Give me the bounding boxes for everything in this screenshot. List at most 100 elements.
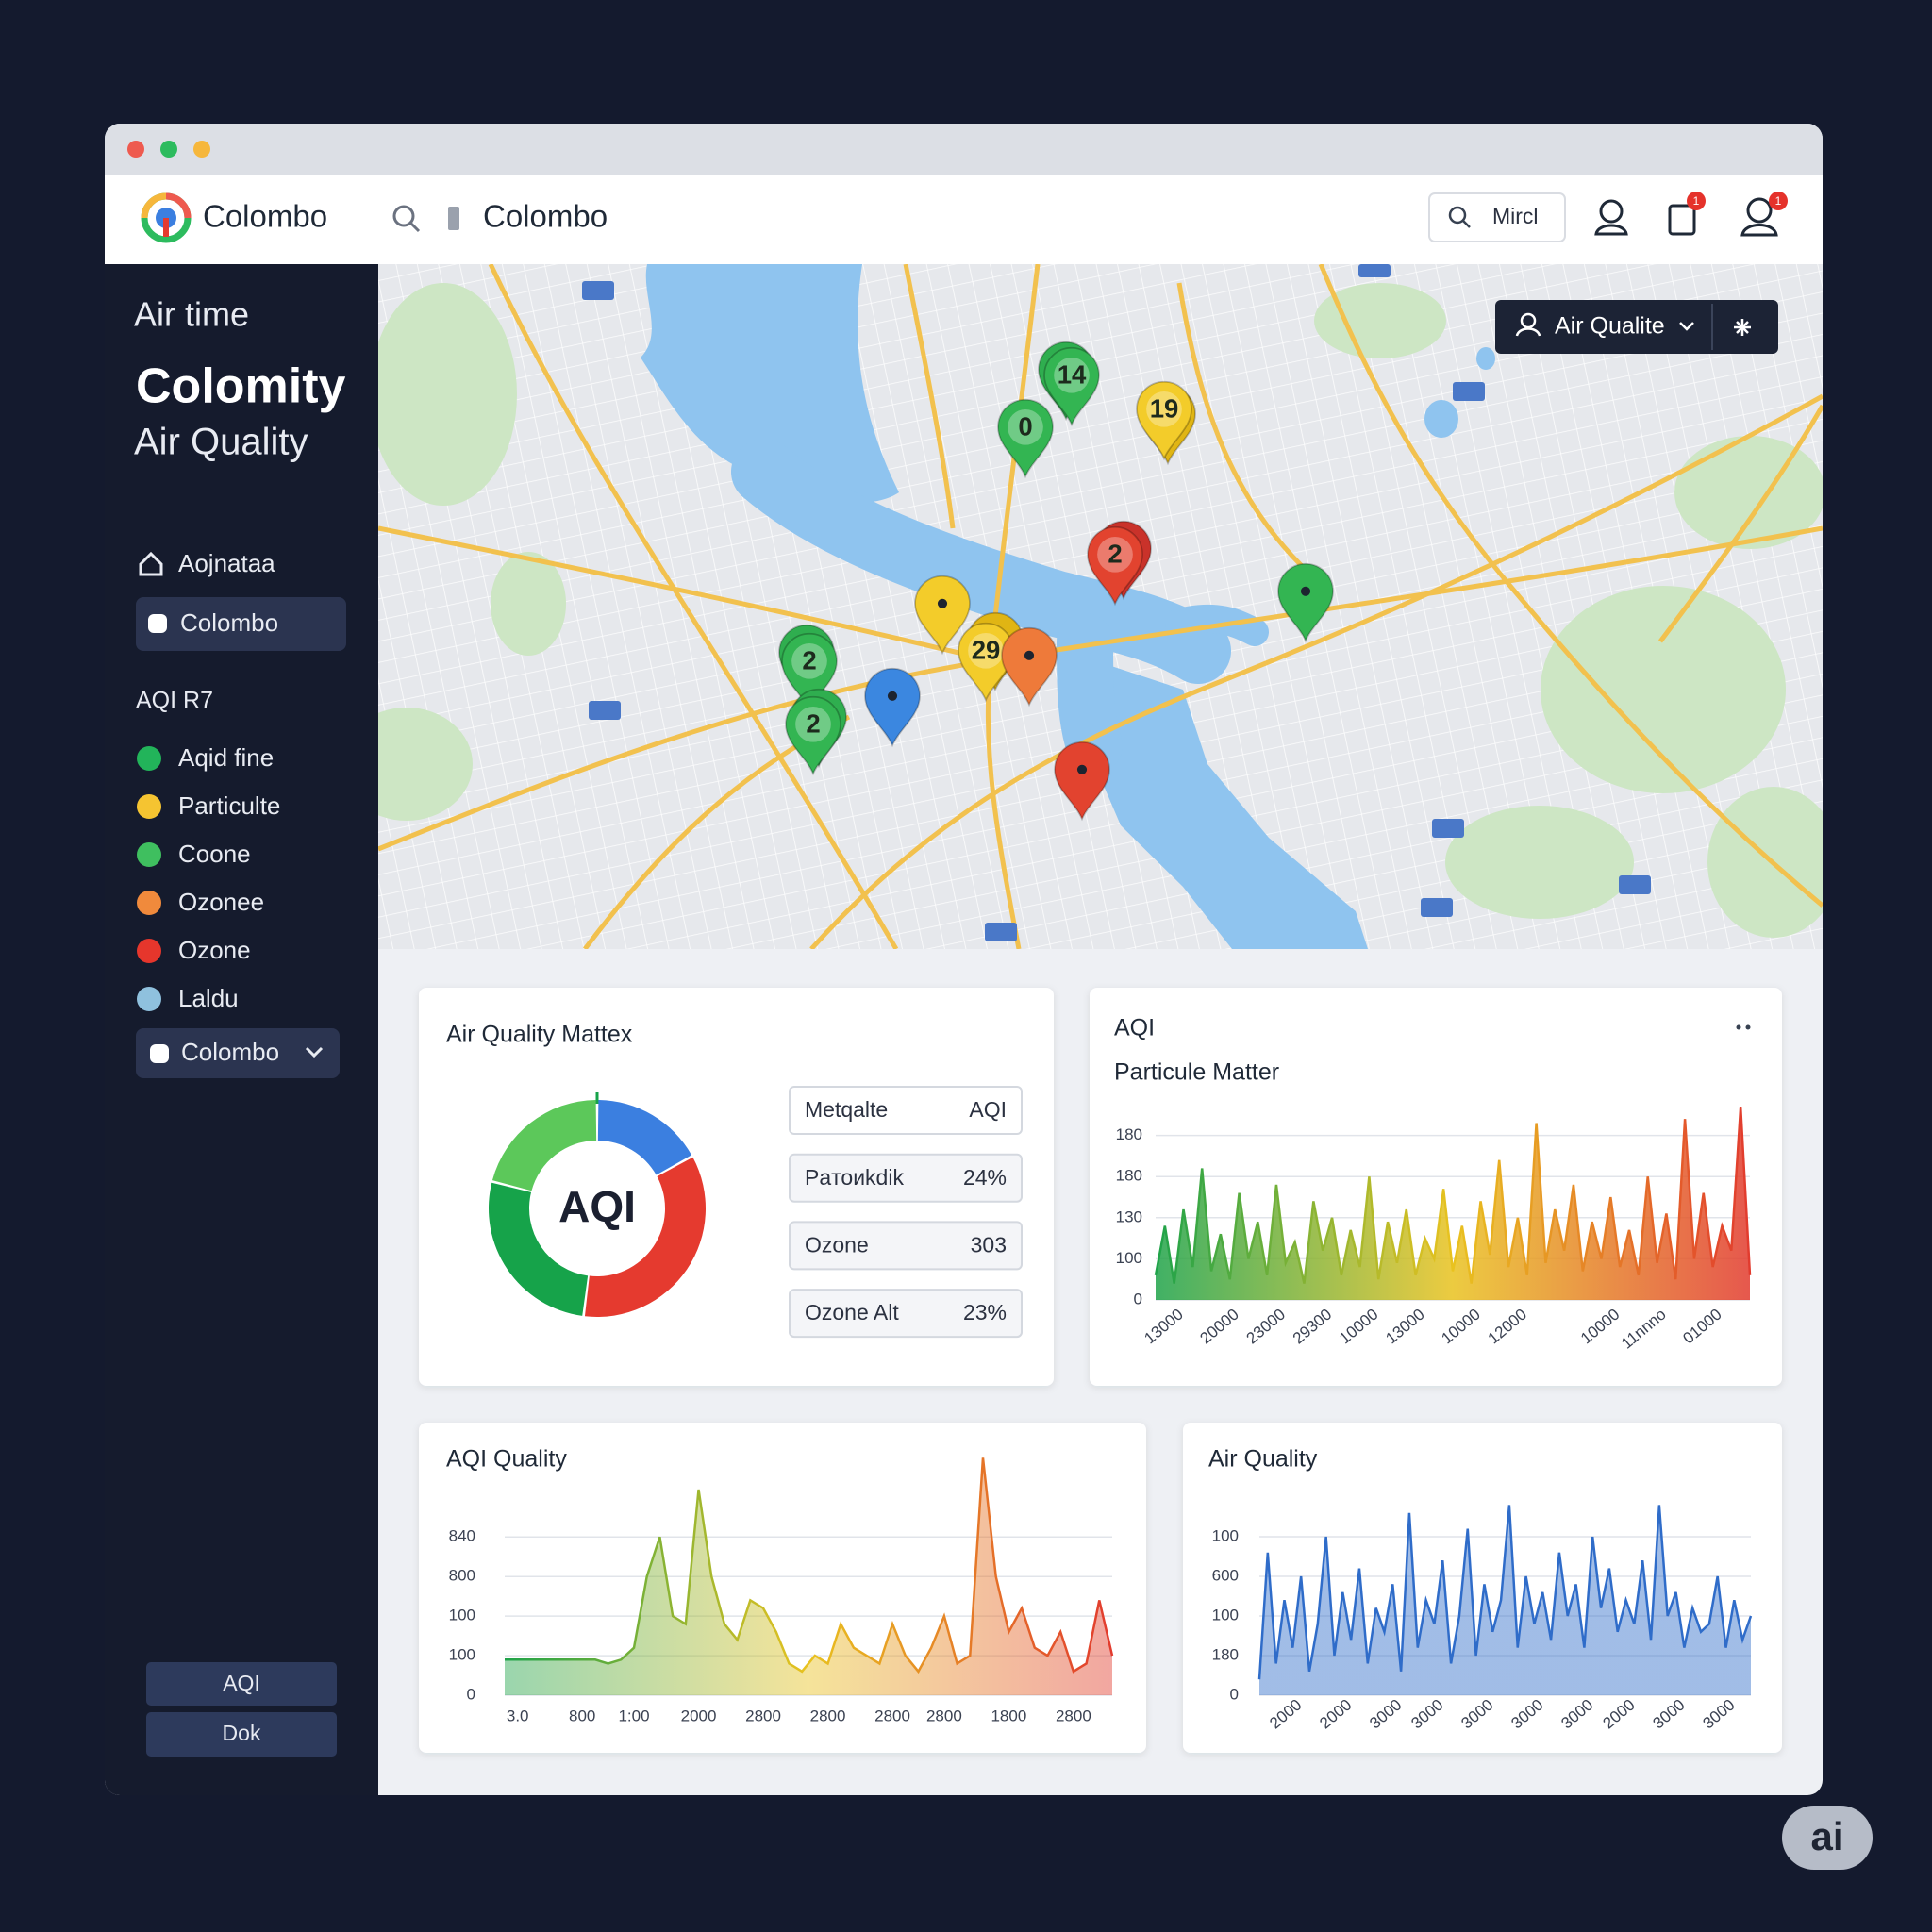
window: Colombo Colombo Mircl 1 1 Air ti [105, 124, 1840, 1795]
card-subtitle: Particule Matter [1114, 1059, 1279, 1086]
x-tick-label: 800 [569, 1707, 595, 1724]
menu-dot[interactable] [1736, 1024, 1741, 1030]
table-cell: Paтоиkdik [805, 1165, 904, 1190]
search-text[interactable]: Colombo [483, 199, 608, 234]
x-tick-label: 1:00 [618, 1707, 649, 1724]
pin-shape [1277, 563, 1334, 643]
sidebar-button[interactable] [146, 1662, 337, 1706]
pin-label: 0 [1018, 412, 1032, 441]
y-tick-label: 0 [1134, 1290, 1142, 1307]
card-title: Air Quality Mattex [446, 1022, 633, 1048]
line [1154, 1106, 1752, 1284]
notifications-icon[interactable] [1668, 192, 1706, 236]
map[interactable]: 14 19 0 2 29 2 2 Air Qualite [341, 264, 1840, 949]
sidebar-button-label[interactable]: AQI [223, 1671, 260, 1695]
sidebar-button-label[interactable]: Dok [223, 1721, 261, 1745]
line [505, 1457, 1114, 1674]
donut-center-label: AQI [558, 1182, 636, 1231]
watermark: ai [1810, 1814, 1843, 1858]
legend-label: Aqid fine [178, 743, 274, 772]
pin-shape [1136, 381, 1192, 461]
pin-dot [1024, 650, 1035, 660]
user-button[interactable] [1428, 192, 1566, 242]
nav-item-active[interactable] [136, 597, 346, 651]
map-pin [1054, 741, 1110, 822]
title-bar [105, 124, 1823, 175]
pin-shape [785, 696, 841, 776]
sidebar-subtitle: Air Quality [134, 422, 308, 463]
pin-shape [1043, 347, 1100, 427]
table-cell: Metqalte [805, 1097, 888, 1122]
x-tick-label: 2800 [810, 1707, 846, 1724]
cards: Air Quality Mattex AQI Metqalte AQI Paтоиkdi… [419, 988, 1782, 1753]
profile-icon[interactable] [1594, 199, 1628, 236]
table-row [789, 1221, 1023, 1271]
pin-shape [864, 668, 921, 748]
user-button-label[interactable]: Mircl [1492, 204, 1539, 228]
legend-dot [137, 987, 161, 1011]
x-tick-label: 1800 [991, 1707, 1026, 1724]
pin-inner [1097, 536, 1133, 573]
maximize-button[interactable] [193, 141, 210, 158]
map-pin [1277, 563, 1334, 643]
sidebar-kicker: Air time [134, 295, 249, 334]
map-pin: 0 [997, 399, 1054, 479]
nav-item[interactable]: Aojnataa [178, 549, 275, 577]
pin-shape [1054, 741, 1110, 822]
pin-inner [795, 706, 831, 742]
y-tick-label: 100 [449, 1607, 475, 1624]
search-icon[interactable] [392, 205, 421, 233]
map-pin [1001, 627, 1058, 708]
donut-segment [491, 1100, 597, 1191]
pin-label: 29 [972, 636, 1001, 665]
legend-label: Ozone [178, 936, 251, 964]
pin-inner [791, 642, 827, 679]
y-tick-label: 180 [1116, 1167, 1142, 1185]
table-cell: 303 [971, 1232, 1007, 1257]
donut-segment [584, 1157, 706, 1317]
pin-dot [1076, 764, 1088, 774]
minimize-button[interactable] [160, 141, 177, 158]
close-button[interactable] [127, 141, 144, 158]
x-tick-label: 2800 [926, 1707, 962, 1724]
map-pin: 19 [1136, 381, 1192, 461]
donut-segment [597, 1100, 692, 1175]
table-cell: 24% [963, 1165, 1007, 1190]
x-tick-label: 3.0 [507, 1707, 529, 1724]
pin-inner [1008, 408, 1043, 445]
sidebar-button[interactable] [146, 1712, 337, 1757]
card-title: AQI Quality [446, 1446, 567, 1473]
nav-item[interactable]: Colombo [180, 608, 278, 637]
y-tick-label: 100 [449, 1646, 475, 1664]
map-control-label[interactable]: Air Qualite [1555, 313, 1665, 340]
badge-count: 1 [1693, 194, 1700, 208]
map-settings-icon[interactable] [1734, 319, 1751, 336]
menu-dot[interactable] [1745, 1024, 1751, 1030]
legend-label: Laldu [178, 984, 239, 1012]
table-row [789, 1289, 1023, 1339]
x-tick-label: 2000 [681, 1707, 717, 1724]
legend-label: Ozonee [178, 888, 264, 916]
watermark-badge [1782, 1806, 1873, 1870]
logo [141, 192, 192, 243]
pin-dot [937, 598, 948, 608]
map-pins: 14 19 0 2 29 2 2 [778, 341, 1334, 822]
select[interactable] [136, 1028, 340, 1078]
map-control-icon [1515, 312, 1541, 337]
nav-icon [139, 551, 163, 576]
pin-label: 14 [1058, 360, 1087, 390]
x-tick-label: 2800 [874, 1707, 910, 1724]
table-cell: AQI [969, 1097, 1007, 1122]
y-tick-label: 130 [1116, 1208, 1142, 1225]
y-tick-label: 0 [467, 1685, 475, 1703]
y-tick-label: 800 [449, 1567, 475, 1585]
map-pin: 2 [1087, 526, 1143, 607]
select-value[interactable]: Colombo [181, 1038, 279, 1066]
brand: Colombo [203, 199, 327, 234]
map-control[interactable] [1495, 300, 1778, 354]
account-icon[interactable] [1740, 192, 1788, 237]
legend-dot [137, 842, 161, 867]
select-chevron [305, 1046, 324, 1058]
table-row [789, 1153, 1023, 1203]
